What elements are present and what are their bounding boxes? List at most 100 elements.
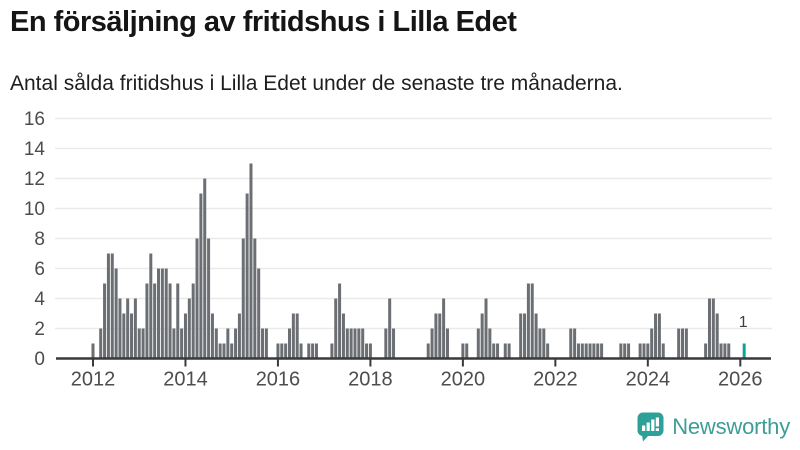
x-axis-tick-label: 2014 [163,369,208,391]
bar [546,343,550,359]
bar [484,298,488,359]
bar [519,313,523,359]
newsworthy-logo-icon [637,412,664,442]
bar [160,268,164,359]
bar [99,328,103,359]
x-axis-tick-label: 2018 [348,369,393,391]
bar [657,313,661,359]
bar [654,313,658,359]
bar [203,178,207,359]
bar [261,328,265,359]
bar [353,328,357,359]
bar [241,238,245,359]
bar [711,298,715,359]
bar [442,298,446,359]
bar [341,313,345,359]
bar [704,343,708,359]
logo-bar-medium [646,422,650,431]
bar [183,313,187,359]
x-axis-tick-label: 2012 [71,369,116,391]
bar [103,283,107,359]
bar [249,163,253,359]
bar [584,343,588,359]
bar [133,298,137,359]
bar [650,328,654,359]
logo-bubble-tail [642,435,650,442]
y-axis-tick-label: 14 [24,139,46,160]
y-axis-tick-label: 0 [34,349,45,370]
logo-exclamation-dot [655,428,660,431]
logo-bar-tall [651,419,655,431]
bar [573,328,577,359]
bar [264,328,268,359]
bar [284,343,288,359]
bar [619,343,623,359]
bar [114,268,118,359]
bar [157,268,160,359]
bar [91,343,95,359]
bar [307,343,311,359]
bar [145,283,149,359]
y-axis-tick-label: 12 [24,169,45,190]
bar [677,328,681,359]
bar [122,313,126,359]
bar [461,343,465,359]
bar [646,343,650,359]
bar [476,328,480,359]
bar [291,313,295,359]
bar [172,328,176,359]
x-axis-tick-label: 2026 [718,369,763,391]
bar [445,328,449,359]
bar [681,328,685,359]
bar [345,328,349,359]
bar [245,193,249,359]
bar [349,328,353,359]
page-title: En försäljning av fritidshus i Lilla Ede… [10,6,517,38]
bar [330,343,334,359]
bar [507,343,511,359]
bar [230,343,234,359]
bar [638,343,642,359]
bar [314,343,318,359]
bar [496,343,500,359]
bar [388,298,392,359]
bar [180,328,184,359]
bar [357,328,361,359]
y-axis-labels: 0 2 4 6 8 10 12 14 16 [24,109,46,370]
newsworthy-logo: Newsworthy [637,412,790,442]
bar [465,343,469,359]
chart-subtitle: Antal sålda fritidshus i Lilla Edet unde… [10,72,623,95]
bar [534,313,538,359]
x-axis [56,357,771,367]
bar [288,328,291,359]
bar [488,328,492,359]
bar [164,268,168,359]
bar [384,328,388,359]
y-axis-tick-label: 6 [34,259,45,280]
bar [523,313,527,359]
bar [684,328,688,359]
bar [727,343,731,359]
bar [642,343,646,359]
bar [430,328,434,359]
bar [153,283,157,359]
y-axis-tick-label: 10 [24,199,45,220]
highlighted-bar [742,343,746,359]
bar [168,283,172,359]
bar [580,343,584,359]
bar [715,313,719,359]
bar [126,298,130,359]
bar [257,268,261,359]
bar [226,328,230,359]
bar [492,343,496,359]
bar [137,328,141,359]
bar [707,298,711,359]
bar [276,343,280,359]
bar [295,313,299,359]
bar [141,328,145,359]
latest-value-label: 1 [739,314,748,331]
bar [237,313,241,359]
bar [118,298,122,359]
